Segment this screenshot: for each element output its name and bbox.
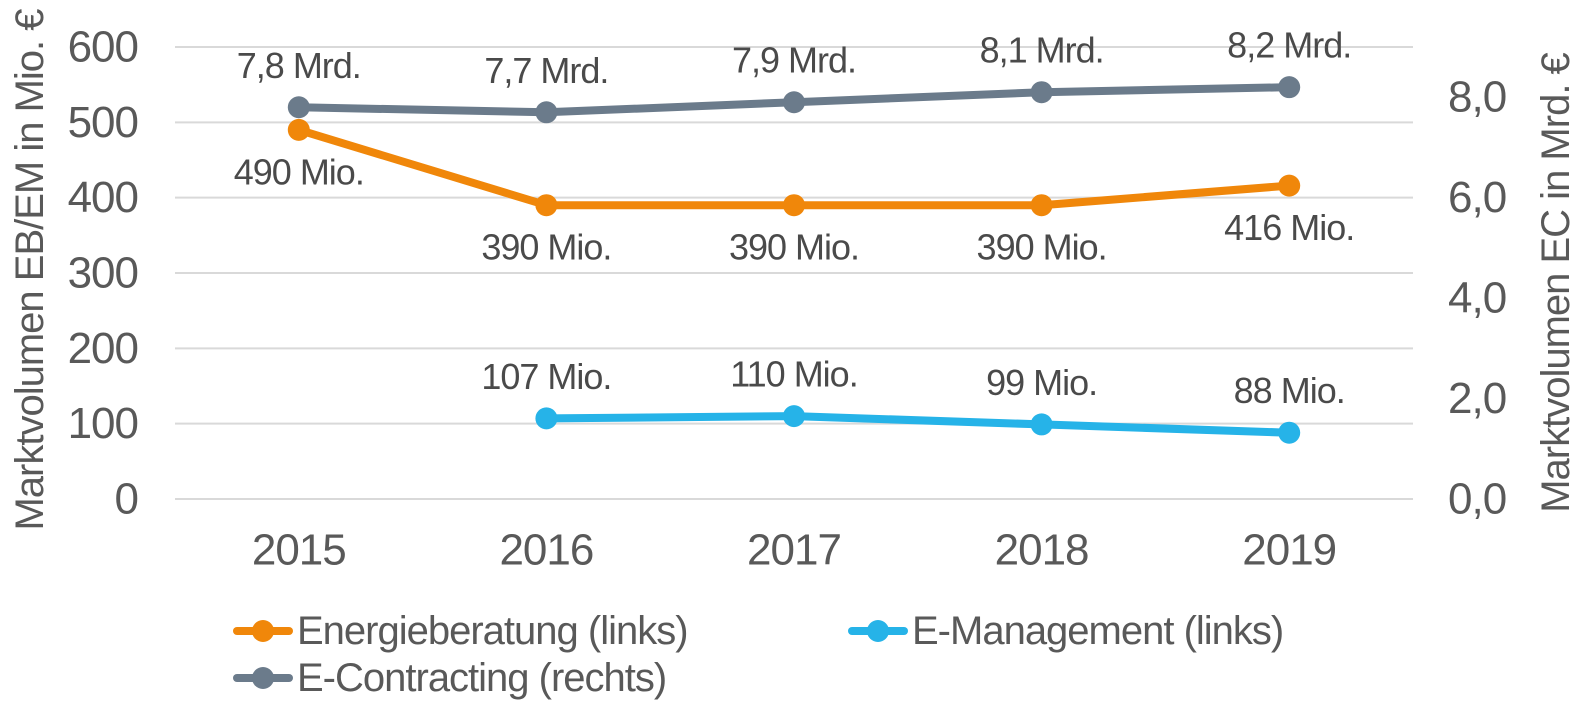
left-axis-tick-300: 300 bbox=[68, 249, 138, 298]
data-point-e-management-2018 bbox=[1030, 413, 1053, 436]
legend-item-energieberatung: Energieberatung (links) bbox=[233, 609, 689, 653]
data-point-energieberatung-2019 bbox=[1278, 174, 1301, 197]
left-axis-tick-100: 100 bbox=[68, 399, 138, 448]
data-point-e-contracting-2017 bbox=[783, 91, 805, 114]
x-axis-label-2015: 2015 bbox=[252, 526, 346, 575]
data-label-e-contracting-2017: 7,9 Mrd. bbox=[732, 40, 856, 81]
data-label-e-contracting-2019: 8,2 Mrd. bbox=[1227, 25, 1351, 66]
data-label-e-contracting-2016: 7,7 Mrd. bbox=[484, 50, 608, 91]
series-line-energieberatung bbox=[294, 125, 1294, 210]
data-point-e-management-2017 bbox=[783, 405, 805, 428]
left-axis-tick-0: 0 bbox=[115, 475, 138, 524]
data-point-e-contracting-2018 bbox=[1030, 81, 1053, 104]
data-point-e-contracting-2015 bbox=[287, 96, 310, 119]
data-point-e-management-2019 bbox=[1278, 421, 1301, 444]
data-point-e-contracting-2016 bbox=[535, 101, 558, 124]
data-label-e-contracting-2015: 7,8 Mrd. bbox=[237, 45, 361, 86]
left-axis-title: Marktvolumen EB/EM in Mio. € bbox=[8, 9, 52, 531]
data-point-energieberatung-2017 bbox=[783, 194, 805, 217]
data-point-energieberatung-2015 bbox=[287, 118, 310, 141]
data-label-e-management-2017: 110 Mio. bbox=[730, 354, 857, 395]
right-axis-tick-4,0: 4,0 bbox=[1448, 274, 1506, 323]
legend-item-e-contracting: E-Contracting (rechts) bbox=[233, 656, 667, 700]
left-axis-tick-200: 200 bbox=[68, 324, 138, 373]
left-axis-tick-600: 600 bbox=[68, 23, 138, 72]
x-axis-label-2017: 2017 bbox=[747, 526, 841, 575]
left-axis-tick-500: 500 bbox=[68, 98, 138, 147]
right-axis-title: Marktvolumen EC in Mrd. € bbox=[1534, 52, 1578, 512]
data-label-energieberatung-2015: 490 Mio. bbox=[234, 151, 364, 192]
legend-marker-dot-energieberatung bbox=[252, 620, 274, 642]
legend-marker-dot-e-management bbox=[867, 620, 889, 642]
legend-marker-dot-e-contracting bbox=[252, 667, 274, 689]
data-label-e-contracting-2018: 8,1 Mrd. bbox=[980, 30, 1104, 71]
x-axis-label-2019: 2019 bbox=[1242, 526, 1336, 575]
data-label-e-management-2016: 107 Mio. bbox=[481, 356, 611, 397]
legend-label-e-contracting: E-Contracting (rechts) bbox=[297, 656, 666, 700]
data-label-energieberatung-2018: 390 Mio. bbox=[977, 227, 1107, 268]
series-line-e-management bbox=[542, 412, 1294, 437]
right-axis-tick-0,0: 0,0 bbox=[1448, 475, 1506, 524]
left-axis-tick-400: 400 bbox=[68, 173, 138, 222]
legend-label-e-management: E-Management (links) bbox=[912, 609, 1283, 653]
right-axis-tick-6,0: 6,0 bbox=[1448, 173, 1506, 222]
x-axis-label-2018: 2018 bbox=[995, 526, 1089, 575]
data-label-e-management-2018: 99 Mio. bbox=[986, 362, 1097, 403]
data-point-e-management-2016 bbox=[535, 407, 558, 430]
data-point-e-contracting-2019 bbox=[1278, 76, 1301, 99]
legend-label-energieberatung: Energieberatung (links) bbox=[297, 609, 688, 653]
data-label-e-management-2019: 88 Mio. bbox=[1234, 370, 1345, 411]
data-label-energieberatung-2016: 390 Mio. bbox=[481, 227, 611, 268]
right-axis-tick-8,0: 8,0 bbox=[1448, 73, 1506, 122]
data-point-energieberatung-2016 bbox=[535, 194, 558, 217]
data-label-energieberatung-2019: 416 Mio. bbox=[1224, 207, 1354, 248]
data-point-energieberatung-2018 bbox=[1030, 194, 1053, 217]
x-axis-label-2016: 2016 bbox=[499, 526, 593, 575]
legend-item-e-management: E-Management (links) bbox=[848, 609, 1284, 653]
data-label-energieberatung-2017: 390 Mio. bbox=[729, 227, 859, 268]
right-axis-tick-2,0: 2,0 bbox=[1448, 374, 1506, 423]
